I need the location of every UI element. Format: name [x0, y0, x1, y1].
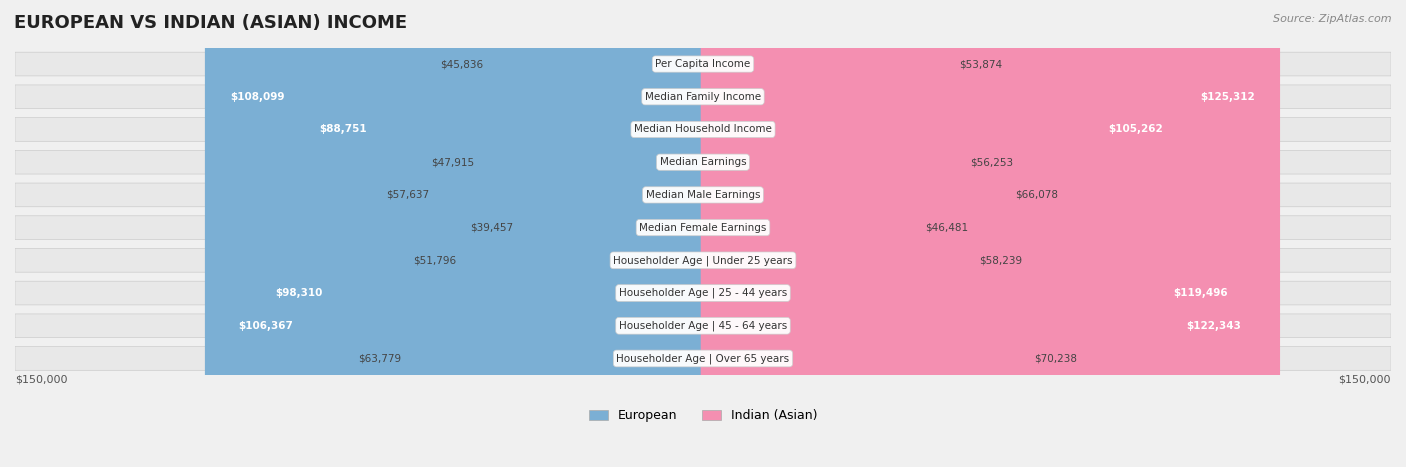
Text: $66,078: $66,078: [1015, 190, 1059, 200]
Text: Householder Age | Over 65 years: Householder Age | Over 65 years: [616, 353, 790, 364]
Text: $58,239: $58,239: [980, 255, 1022, 265]
Text: $39,457: $39,457: [470, 223, 513, 233]
FancyBboxPatch shape: [15, 183, 1391, 207]
FancyBboxPatch shape: [15, 281, 1391, 305]
Text: Median Earnings: Median Earnings: [659, 157, 747, 167]
FancyBboxPatch shape: [408, 0, 706, 467]
FancyBboxPatch shape: [520, 0, 706, 467]
Text: $105,262: $105,262: [1108, 125, 1163, 134]
FancyBboxPatch shape: [481, 0, 706, 467]
Text: $150,000: $150,000: [15, 375, 67, 385]
FancyBboxPatch shape: [700, 0, 1188, 467]
Text: $56,253: $56,253: [970, 157, 1014, 167]
Text: $98,310: $98,310: [276, 288, 322, 298]
FancyBboxPatch shape: [15, 118, 1391, 142]
Text: Median Female Earnings: Median Female Earnings: [640, 223, 766, 233]
FancyBboxPatch shape: [491, 0, 706, 467]
Text: $63,779: $63,779: [359, 354, 401, 363]
FancyBboxPatch shape: [463, 0, 706, 467]
FancyBboxPatch shape: [15, 248, 1391, 272]
FancyBboxPatch shape: [700, 0, 1253, 467]
FancyBboxPatch shape: [436, 0, 706, 467]
Text: $88,751: $88,751: [319, 125, 367, 134]
Text: $45,836: $45,836: [440, 59, 484, 69]
Text: $51,796: $51,796: [413, 255, 457, 265]
FancyBboxPatch shape: [15, 52, 1391, 76]
FancyBboxPatch shape: [294, 0, 706, 467]
FancyBboxPatch shape: [15, 314, 1391, 338]
Text: $57,637: $57,637: [387, 190, 429, 200]
Text: Householder Age | 45 - 64 years: Householder Age | 45 - 64 years: [619, 320, 787, 331]
Text: $53,874: $53,874: [959, 59, 1002, 69]
Text: $108,099: $108,099: [231, 92, 284, 102]
FancyBboxPatch shape: [15, 150, 1391, 174]
Text: Median Household Income: Median Household Income: [634, 125, 772, 134]
FancyBboxPatch shape: [700, 0, 1267, 467]
FancyBboxPatch shape: [700, 0, 1008, 467]
FancyBboxPatch shape: [700, 0, 963, 467]
Text: Per Capita Income: Per Capita Income: [655, 59, 751, 69]
FancyBboxPatch shape: [700, 0, 973, 467]
Text: $46,481: $46,481: [925, 223, 969, 233]
Text: Householder Age | 25 - 44 years: Householder Age | 25 - 44 years: [619, 288, 787, 298]
FancyBboxPatch shape: [700, 0, 952, 467]
FancyBboxPatch shape: [15, 347, 1391, 370]
Text: $150,000: $150,000: [1339, 375, 1391, 385]
FancyBboxPatch shape: [700, 0, 1279, 467]
FancyBboxPatch shape: [212, 0, 706, 467]
FancyBboxPatch shape: [15, 85, 1391, 109]
Text: Householder Age | Under 25 years: Householder Age | Under 25 years: [613, 255, 793, 266]
Text: Source: ZipAtlas.com: Source: ZipAtlas.com: [1274, 14, 1392, 24]
Text: $122,343: $122,343: [1187, 321, 1241, 331]
Text: EUROPEAN VS INDIAN (ASIAN) INCOME: EUROPEAN VS INDIAN (ASIAN) INCOME: [14, 14, 408, 32]
Legend: European, Indian (Asian): European, Indian (Asian): [583, 404, 823, 427]
FancyBboxPatch shape: [250, 0, 706, 467]
Text: $106,367: $106,367: [238, 321, 292, 331]
Text: $47,915: $47,915: [430, 157, 474, 167]
Text: $125,312: $125,312: [1201, 92, 1254, 102]
Text: Median Family Income: Median Family Income: [645, 92, 761, 102]
Text: $70,238: $70,238: [1035, 354, 1077, 363]
FancyBboxPatch shape: [205, 0, 706, 467]
FancyBboxPatch shape: [15, 216, 1391, 240]
FancyBboxPatch shape: [700, 0, 1028, 467]
Text: Median Male Earnings: Median Male Earnings: [645, 190, 761, 200]
Text: $119,496: $119,496: [1174, 288, 1229, 298]
FancyBboxPatch shape: [700, 0, 918, 467]
